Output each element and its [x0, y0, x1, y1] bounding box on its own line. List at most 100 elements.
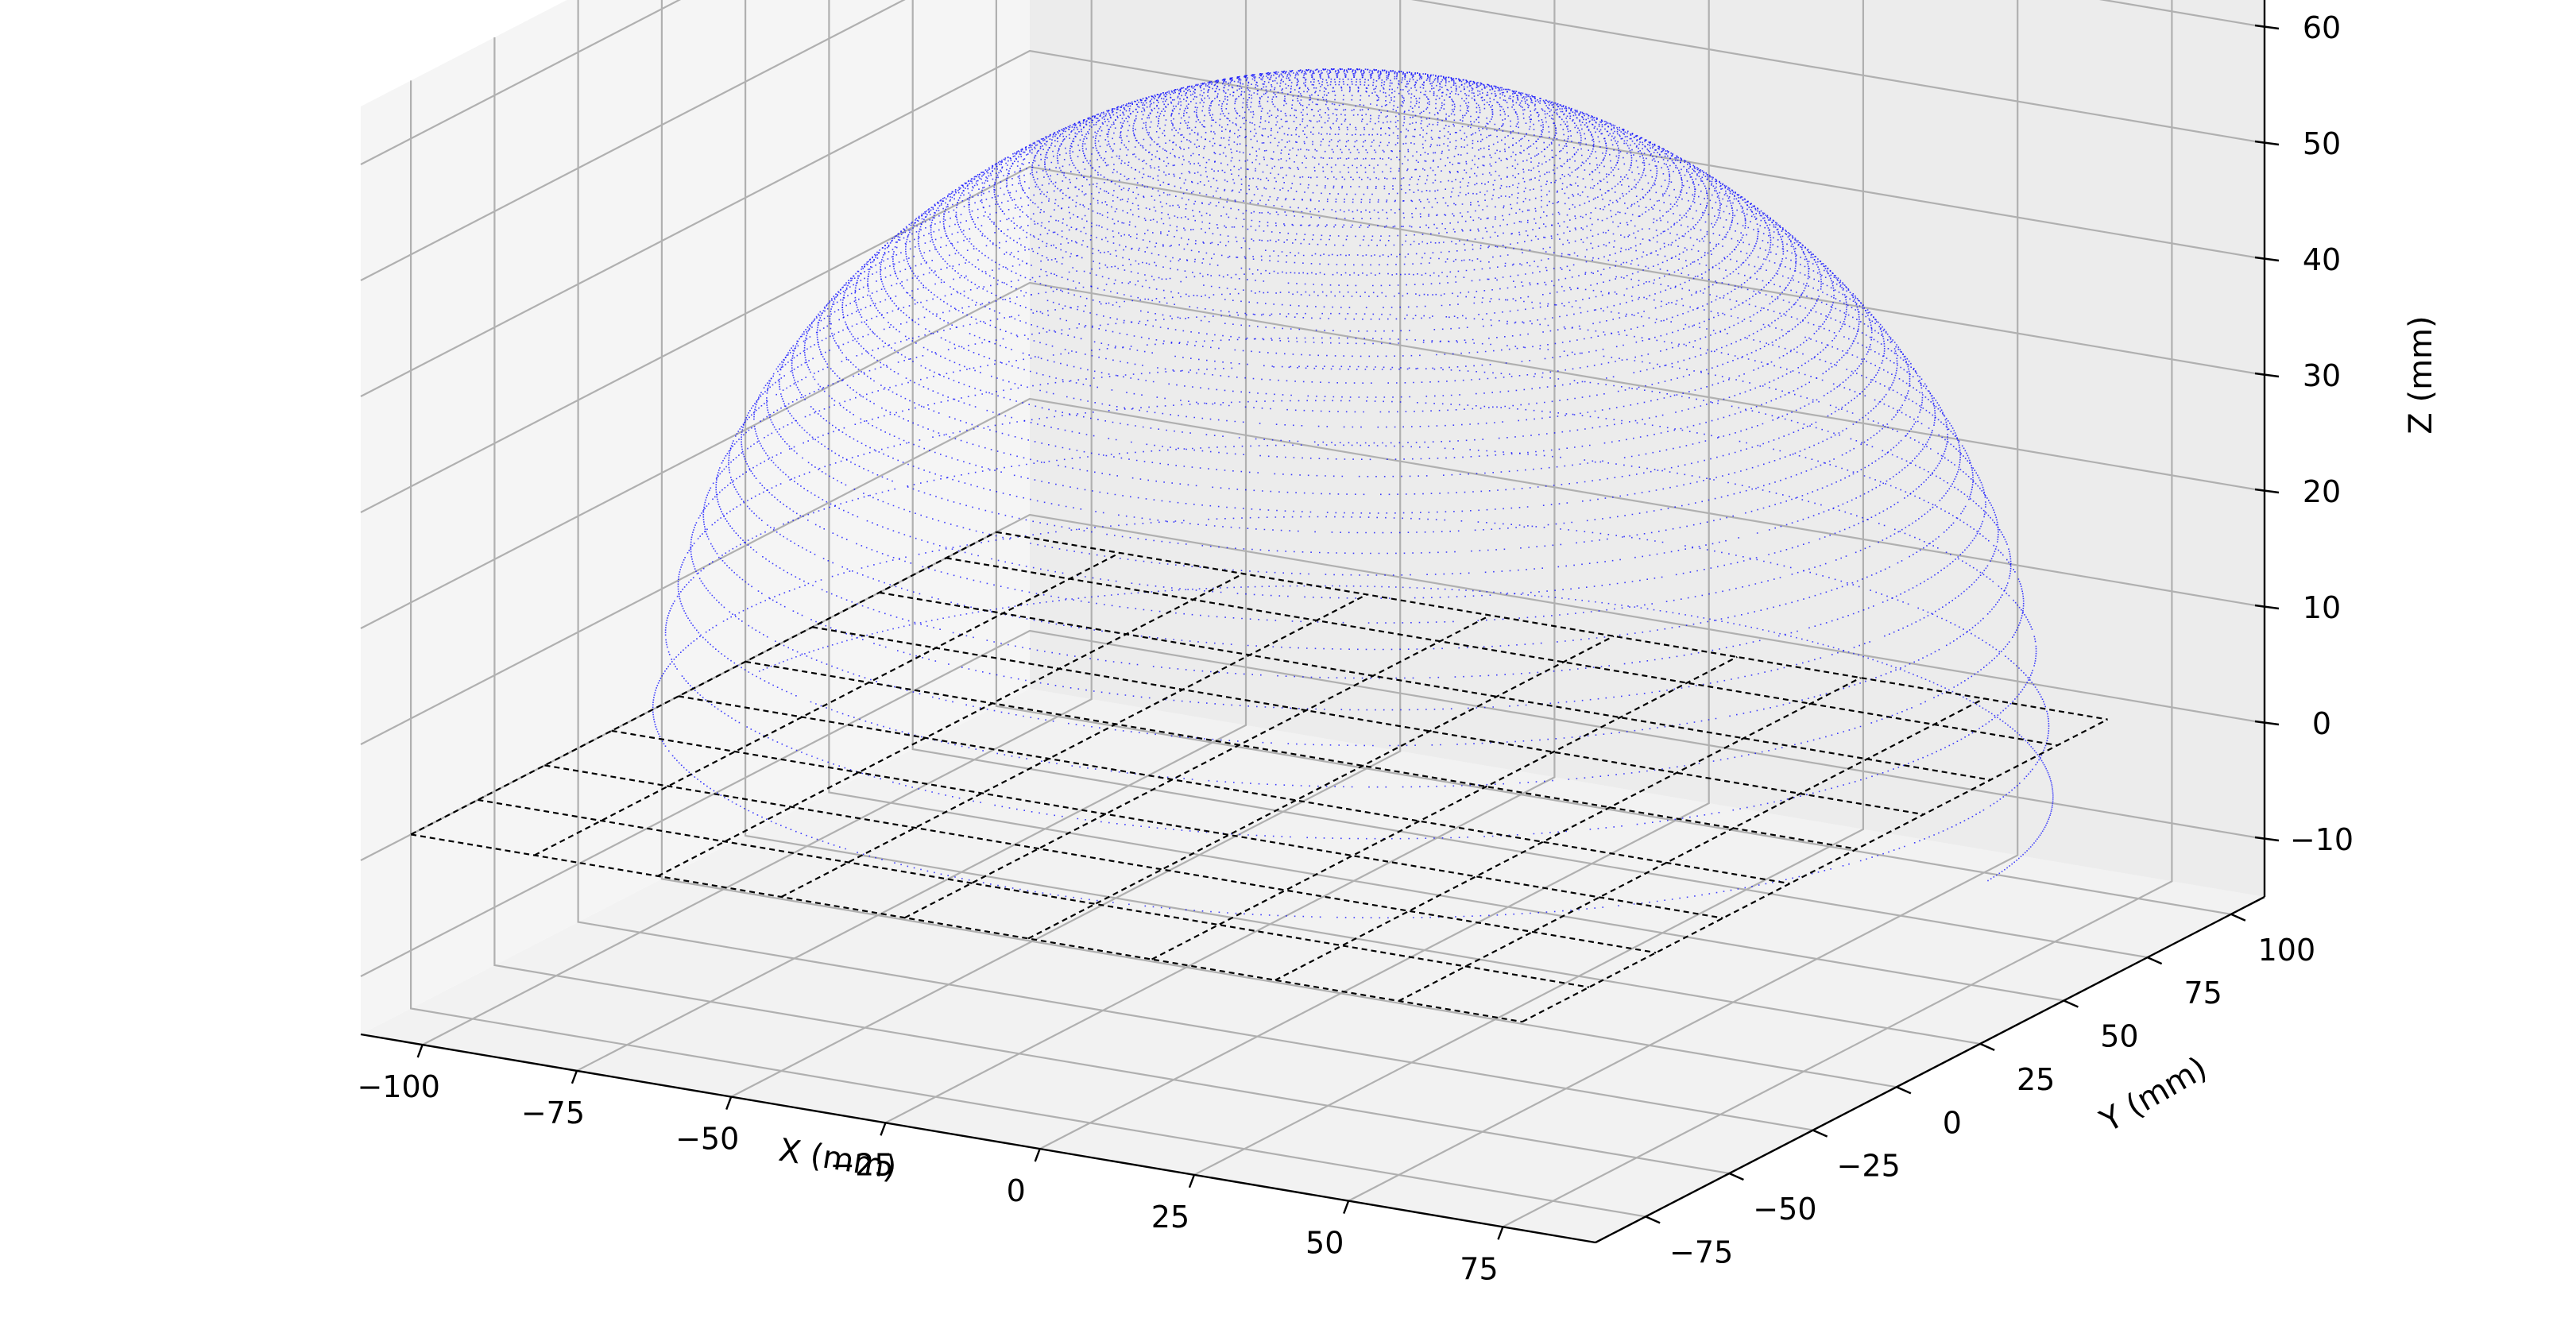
x-tick	[1497, 1226, 1504, 1240]
wire-grid-line-y	[410, 833, 1522, 1023]
z-tick	[2254, 140, 2280, 146]
z-tick-label: 30	[2303, 358, 2341, 393]
y-gridline	[409, 80, 1646, 1218]
point-cloud-ring	[1234, 72, 1468, 141]
point-cloud-ring	[778, 224, 1924, 555]
x-tick	[880, 1122, 887, 1136]
x-gridline	[730, 0, 1402, 1098]
y-tick-label: −50	[1753, 1192, 1816, 1227]
z-gridline	[360, 0, 2265, 165]
point-cloud-ring	[829, 176, 1873, 477]
x-tick-label: −100	[358, 1069, 440, 1104]
z-tick	[2254, 836, 2280, 842]
x-tick	[416, 1044, 424, 1058]
wire-grid-line-x	[780, 593, 1367, 898]
y-gridline	[660, 0, 1897, 1088]
x-gridline	[1502, 0, 2173, 1228]
point-cloud-series	[652, 68, 2054, 919]
wire-grid-line-y	[478, 798, 1590, 988]
x-tick-label: 75	[1460, 1251, 1498, 1286]
z-gridline	[360, 0, 2265, 281]
y-tick-label: −25	[1837, 1149, 1901, 1184]
point-cloud-ring	[664, 444, 2037, 840]
point-cloud-ring	[968, 99, 1734, 320]
z-tick-label: 60	[2303, 10, 2341, 45]
wire-grid-line-x	[534, 551, 1120, 856]
wire-grid-line-y	[812, 626, 1924, 816]
point-cloud-ring	[942, 109, 1759, 345]
point-cloud-ring	[652, 516, 2050, 919]
y-tick-label: 50	[2100, 1019, 2138, 1054]
z-tick-label: 10	[2303, 590, 2341, 625]
z-gridline	[360, 165, 2265, 513]
floor-pane	[361, 689, 2265, 1242]
y-gridline	[911, 0, 2148, 959]
wire-grid-line-y	[879, 591, 1991, 781]
axis-spines	[360, 0, 2266, 1244]
y-tick	[1645, 1215, 1661, 1224]
point-cloud-ring	[728, 291, 1974, 651]
x-gridline	[576, 0, 1247, 1072]
wire-grid-line-x	[1274, 677, 1862, 981]
z-gridline	[360, 629, 2265, 977]
wire-grid-line-x	[657, 573, 1244, 877]
y-gridline	[828, 0, 2064, 1002]
point-cloud-ring	[753, 254, 1948, 599]
point-cloud-ring	[917, 120, 1785, 370]
y-tick	[2147, 956, 2163, 965]
y-axis-line	[1595, 895, 2265, 1244]
y-tick	[1979, 1042, 1995, 1051]
y-tick-label: 100	[2258, 933, 2316, 968]
y-gridline	[577, 0, 1813, 1131]
y-tick	[2230, 913, 2246, 922]
z-tick-label: 20	[2303, 474, 2341, 509]
wire-grid-line-x	[1151, 655, 1738, 960]
wire-grid-line-y	[544, 764, 1657, 954]
wire-grid-line-y	[946, 557, 2058, 747]
z-gridline	[360, 397, 2265, 745]
z-gridline	[360, 49, 2265, 397]
x-tick	[725, 1096, 733, 1111]
wire-grid-line-y	[611, 729, 1723, 919]
point-cloud-ring	[677, 400, 2025, 788]
point-cloud-ring	[930, 114, 1772, 357]
wire-grid-line-y	[996, 531, 2108, 721]
point-cloud-ring	[955, 103, 1746, 332]
point-cloud-ring	[1271, 79, 1430, 126]
z-tick-label: −10	[2290, 822, 2354, 857]
y-gridline	[493, 37, 1730, 1175]
point-cloud-ring	[741, 272, 1961, 624]
wire-grid-line-x	[1027, 635, 1615, 940]
z-tick	[2254, 372, 2280, 378]
x-gridline	[1348, 0, 2019, 1202]
x-gridline	[1039, 0, 1710, 1150]
x-tick-label: 25	[1151, 1200, 1189, 1235]
x-tick	[1034, 1148, 1041, 1162]
z-tick	[2254, 720, 2280, 726]
dashed-wire-grid	[410, 531, 2109, 1023]
x-tick-label: −50	[675, 1122, 739, 1157]
point-cloud-ring	[702, 337, 1999, 711]
y-tick	[1896, 1086, 1912, 1095]
point-cloud-ring	[690, 365, 2012, 747]
point-cloud-ring	[1297, 83, 1405, 116]
z-tick	[2254, 256, 2280, 262]
point-cloud-ring	[791, 211, 1911, 534]
x-tick-label: −25	[830, 1147, 893, 1182]
point-cloud-ring	[905, 126, 1797, 384]
x-tick	[1188, 1174, 1196, 1188]
point-cloud-ring	[1081, 72, 1620, 228]
y-tick-label: −75	[1669, 1235, 1733, 1270]
x-gridline	[422, 0, 1093, 1046]
y-tick	[1728, 1172, 1744, 1181]
y-tick	[2063, 999, 2079, 1008]
x-gridline	[884, 0, 1556, 1124]
y-gridline	[744, 0, 1981, 1045]
z-tick	[2254, 24, 2280, 30]
point-cloud-ring	[1044, 78, 1658, 256]
x-tick	[571, 1070, 578, 1084]
point-cloud-ring	[1019, 83, 1683, 276]
y-tick-label: 0	[1943, 1105, 1962, 1140]
